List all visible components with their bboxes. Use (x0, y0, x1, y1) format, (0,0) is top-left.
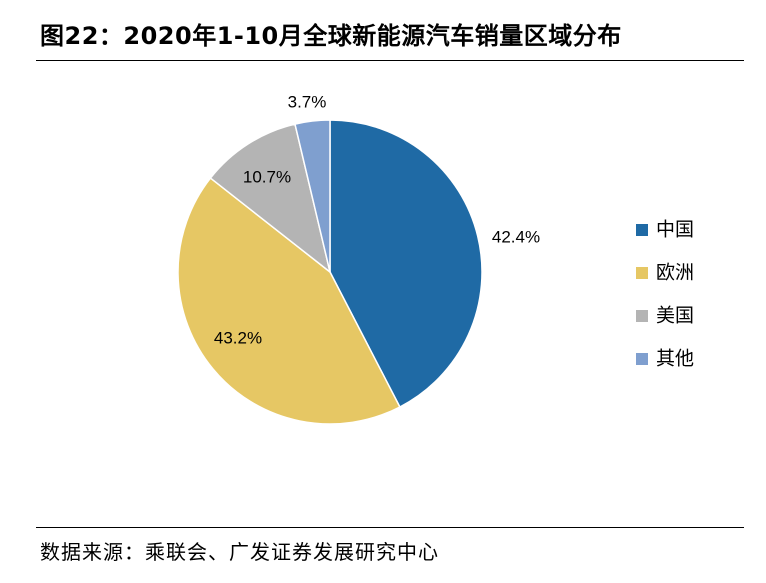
pie-labels: 42.4% 43.2% 10.7% 3.7% (214, 92, 540, 347)
legend-label-china: 中国 (656, 219, 694, 241)
title-divider (36, 60, 744, 61)
data-label-usa: 10.7% (243, 167, 291, 186)
data-label-other: 3.7% (288, 92, 327, 111)
pie-slice-europe (177, 177, 401, 425)
legend-label-europe: 欧洲 (656, 262, 694, 284)
source-note: 数据来源：乘联会、广发证券发展研究中心 (40, 540, 439, 564)
pie-slice-other (294, 119, 331, 273)
pie-slices (177, 119, 483, 425)
pie-slice-china (329, 119, 483, 408)
figure-title: 图22：2020年1-10月全球新能源汽车销量区域分布 (40, 22, 622, 50)
legend-swatch-other (636, 353, 648, 365)
legend-label-usa: 美国 (656, 305, 694, 327)
data-label-china: 42.4% (492, 227, 540, 246)
legend-label-other: 其他 (656, 348, 694, 370)
legend-swatch-europe (636, 267, 648, 279)
legend-swatch-china (636, 224, 648, 236)
data-label-europe: 43.2% (214, 328, 262, 347)
legend-swatch-usa (636, 310, 648, 322)
source-divider (36, 527, 744, 528)
pie-slice-usa (209, 123, 331, 273)
